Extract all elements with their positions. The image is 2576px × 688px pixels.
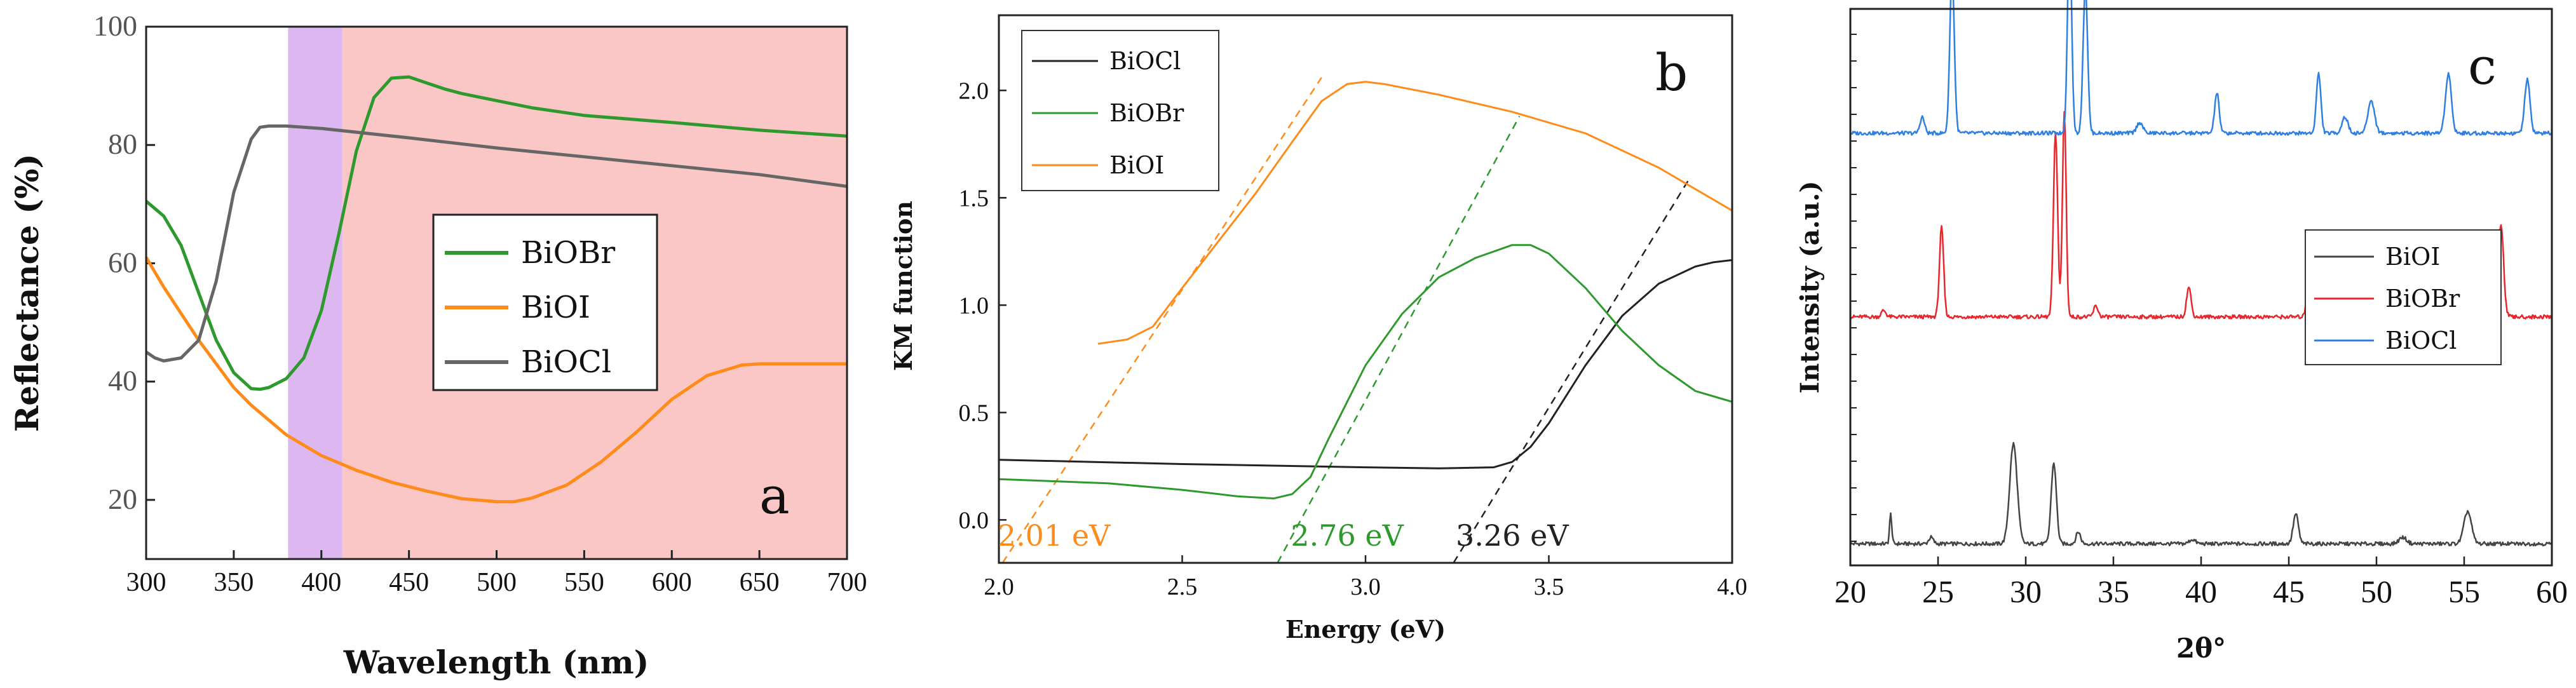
panel-a-series-biobr xyxy=(145,75,848,391)
panel-b-x-tick-label: 3.0 xyxy=(1350,574,1381,600)
panel-a-x-tick-label: 300 xyxy=(126,568,166,597)
panel-a-series-biocl xyxy=(145,124,848,363)
panel-b-legend-label-biocl: BiOCl xyxy=(1109,47,1181,75)
panel-a-legend-entries: BiOBr BiOI BiOCl xyxy=(445,235,615,380)
panel-a-x-tick-label: 700 xyxy=(827,568,867,597)
panel-c-x-axis-label: 2θ° xyxy=(2176,633,2226,664)
panel-b: 2.0 2.5 3.0 3.5 4.0 0.00.51.01.52.0 2.01 eV 2… xyxy=(889,14,1747,644)
panel-b-y-tick-label: 1.5 xyxy=(959,185,989,212)
panel-c-axis-ticks xyxy=(1849,34,2553,565)
panel-b-legend-label-biobr: BiOBr xyxy=(1109,99,1184,127)
panel-c-legend-label-biobr: BiOBr xyxy=(2385,285,2460,313)
panel-a-y-tick-labels: 20 40 60 80 100 xyxy=(93,10,137,515)
panel-b-legend: BiOCl BiOBr BiOI xyxy=(1021,30,1219,191)
panel-b-label: b xyxy=(1655,43,1688,102)
panel-a-x-axis-label: Wavelength (nm) xyxy=(343,644,649,681)
panel-a: 300 350 400 450 500 550 600 650 700 20406080100 … xyxy=(8,10,867,681)
panel-b-series-biobr xyxy=(998,244,1733,500)
panel-c-x-tick-label: 50 xyxy=(2361,574,2392,609)
panel-b-y-axis-label: KM function xyxy=(889,201,918,371)
panel-a-y-tick-label: 80 xyxy=(108,128,137,160)
panel-c-x-tick-labels: 20 25 30 35 40 45 50 55 60 xyxy=(1834,574,2568,609)
panel-a-x-tick-label: 500 xyxy=(477,568,517,597)
panel-b-annotation-1: 2.76 eV xyxy=(1291,518,1404,553)
panel-c-series-biocl xyxy=(1850,0,2553,136)
panel-b-band-gap-annotations: 2.01 eV 2.76 eV 3.26 eV xyxy=(998,518,1569,553)
panel-a-x-tick-label: 650 xyxy=(740,568,780,597)
panel-b-legend-label-bioi: BiOI xyxy=(1109,151,1164,179)
panel-a-label: a xyxy=(759,466,790,525)
panel-b-legend-entries: BiOCl BiOBr BiOI xyxy=(1032,47,1184,179)
panel-c-x-tick-label: 30 xyxy=(2010,574,2042,609)
panel-b-tangent-biocl xyxy=(1453,180,1689,563)
panel-a-y-tick-label: 60 xyxy=(108,246,137,278)
panel-c-x-tick-label: 60 xyxy=(2536,574,2568,609)
panel-b-y-tick-label: 0.5 xyxy=(959,400,989,426)
panel-c-legend-box xyxy=(2305,229,2502,365)
panel-b-x-tick-labels: 2.0 2.5 3.0 3.5 4.0 xyxy=(984,574,1747,600)
panel-b-y-tick-label: 2.0 xyxy=(959,78,989,104)
panel-b-tangent-biobr xyxy=(1277,116,1521,563)
panel-a-x-tick-label: 600 xyxy=(652,568,692,597)
panel-c-x-tick-label: 55 xyxy=(2448,574,2480,609)
panel-b-x-tick-label: 4.0 xyxy=(1717,574,1747,600)
panel-c: 20 25 30 35 40 45 50 55 60 2θ° Intensity (a.u.) … xyxy=(1795,0,2568,664)
panel-a-x-tick-label: 550 xyxy=(564,568,604,597)
panel-b-y-tick-label: 1.0 xyxy=(959,292,989,319)
panel-a-x-tick-label: 450 xyxy=(389,568,429,597)
panel-c-legend-label-bioi: BiOI xyxy=(2385,243,2440,271)
panel-b-y-tick-label: 0.0 xyxy=(959,507,989,534)
panel-b-x-axis-label: Energy (eV) xyxy=(1285,615,1446,644)
panel-a-plot-frame xyxy=(145,25,848,560)
panel-a-x-tick-label: 350 xyxy=(214,568,254,597)
panel-c-plot-frame xyxy=(1849,8,2553,567)
panel-a-y-axis-label: Reflectance (%) xyxy=(8,154,46,432)
panel-a-y-tick-label: 20 xyxy=(108,483,137,515)
panel-a-series-bioi xyxy=(144,256,847,504)
panel-c-label: c xyxy=(2468,37,2497,96)
panel-c-y-axis-label: Intensity (a.u.) xyxy=(1795,181,1825,394)
panel-b-x-tick-label: 2.0 xyxy=(984,574,1014,600)
panel-a-legend-label-bioi: BiOI xyxy=(521,290,590,325)
panel-b-x-tick-label: 2.5 xyxy=(1167,574,1198,600)
panel-a-shaded-region-0 xyxy=(288,27,342,559)
panel-a-y-tick-label: 40 xyxy=(108,365,137,397)
panel-c-legend: BiOI BiOBr BiOCl xyxy=(2305,229,2502,365)
panel-a-x-tick-label: 400 xyxy=(301,568,341,597)
panel-c-x-tick-label: 25 xyxy=(1922,574,1954,609)
panel-b-series-bioi xyxy=(1097,81,1733,345)
panel-a-x-tick-labels: 300 350 400 450 500 550 600 650 700 xyxy=(126,568,867,597)
panel-c-x-tick-label: 20 xyxy=(1834,574,1866,609)
panel-b-series-biocl xyxy=(998,259,1733,469)
panel-c-series-bioi xyxy=(1849,442,2553,547)
panel-a-legend-label-biobr: BiOBr xyxy=(521,235,615,271)
panel-b-legend-box xyxy=(1021,30,1219,191)
panel-b-plot-frame xyxy=(998,14,1733,564)
panel-c-x-tick-label: 35 xyxy=(2098,574,2129,609)
panel-b-y-tick-labels: 0.0 0.5 1.0 1.5 2.0 xyxy=(959,78,989,534)
panel-a-y-tick-label: 100 xyxy=(93,10,137,42)
panel-b-series xyxy=(998,81,1733,500)
panel-c-x-tick-label: 45 xyxy=(2273,574,2305,609)
panel-b-x-tick-label: 3.5 xyxy=(1534,574,1564,600)
panel-c-x-tick-label: 40 xyxy=(2185,574,2217,609)
panel-b-annotation-2: 3.26 eV xyxy=(1456,518,1569,553)
panel-a-legend: BiOBr BiOI BiOCl xyxy=(432,213,658,391)
panel-c-legend-label-biocl: BiOCl xyxy=(2385,327,2457,354)
panel-c-legend-entries: BiOI BiOBr BiOCl xyxy=(2314,243,2460,354)
panel-a-legend-label-biocl: BiOCl xyxy=(521,344,611,380)
panel-b-annotation-0: 2.01 eV xyxy=(998,518,1111,553)
panel-a-series xyxy=(144,75,848,504)
